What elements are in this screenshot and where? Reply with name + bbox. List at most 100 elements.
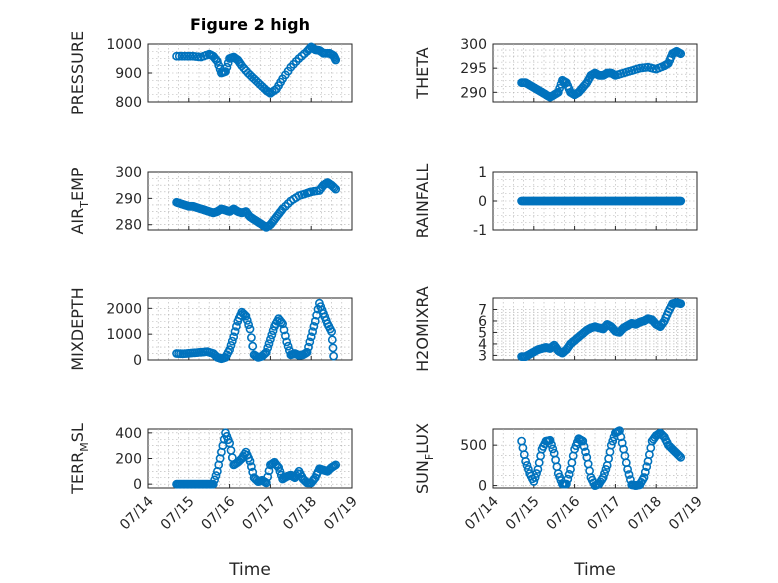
data-point [329, 183, 339, 193]
x-tick-label: 07/17 [584, 494, 624, 534]
y-axis-label-subscript: M [78, 442, 91, 452]
data-point [246, 462, 256, 471]
data-point [624, 470, 634, 479]
data-point [274, 463, 283, 472]
data-point [225, 345, 234, 355]
data-point [674, 451, 684, 461]
data-point [283, 341, 293, 351]
y-tick-label: 295 [460, 61, 487, 77]
data-point [676, 452, 686, 462]
data-point [248, 341, 258, 351]
data-point [579, 442, 589, 451]
x-tick-label: 07/18 [625, 494, 665, 534]
data-point [261, 347, 271, 357]
data-point [555, 83, 564, 93]
data-point [304, 342, 313, 352]
data-point [241, 311, 251, 321]
panel-sun-flux: 0 500 07/14 07/15 07/16 07/17 07/18 07/19 SUNFLU… [413, 423, 706, 580]
data-point [608, 436, 618, 446]
data-point [185, 51, 195, 61]
y-axis-label: TERRMSL [68, 423, 91, 495]
x-tick-label: 07/15 [503, 494, 543, 534]
y-tick-label: -1 [473, 223, 487, 239]
y-axis-label: H2OMIXRA [413, 286, 432, 372]
data-point [275, 466, 285, 476]
data-point [327, 335, 337, 345]
data-point [676, 49, 686, 59]
data-point [276, 317, 286, 327]
data-point [245, 456, 255, 466]
y-tick-label: 1000 [106, 327, 142, 343]
y-tick-label: 6 [478, 314, 487, 330]
data-point [305, 337, 315, 347]
data-point [221, 67, 230, 76]
y-tick-label: 290 [460, 85, 487, 101]
data-point [601, 464, 611, 474]
x-tick-label: 07/14 [117, 493, 157, 533]
data-point [310, 316, 320, 326]
y-tick-label: 3 [478, 348, 487, 364]
data-point [562, 479, 571, 489]
data-point [229, 332, 239, 342]
y-tick-label: 500 [460, 438, 487, 454]
x-tick-label: 07/16 [199, 493, 239, 533]
data-point [280, 201, 290, 211]
y-tick-label: 300 [115, 165, 142, 181]
data-point [600, 469, 609, 478]
y-axis-label-rest: LUX [413, 423, 432, 454]
data-point [264, 339, 274, 348]
data-point [210, 475, 219, 485]
y-tick-label: 900 [115, 66, 142, 82]
data-point [327, 327, 336, 336]
x-tick-label: 07/18 [280, 494, 320, 534]
data-point [623, 464, 632, 474]
data-point [676, 196, 686, 206]
data-point [261, 478, 271, 488]
y-tick-label: 300 [460, 37, 487, 53]
data-point [328, 343, 338, 353]
y-tick-label: 0 [478, 479, 487, 495]
data-point [331, 184, 341, 194]
data-point [331, 460, 341, 470]
y-axis-label-main: TERR [68, 452, 87, 495]
y-tick-label: 4 [478, 337, 487, 353]
data-point [282, 337, 292, 347]
data-point [529, 477, 539, 486]
data-point [545, 435, 555, 445]
y-tick-label: 290 [115, 191, 142, 207]
y-axis-label-rest: SL [68, 423, 87, 442]
data-point [278, 319, 287, 329]
data-point [267, 330, 277, 340]
y-tick-label: 200 [115, 452, 142, 468]
data-point [532, 469, 541, 478]
y-tick-label: 0 [133, 477, 142, 493]
y-axis-label: THETA [413, 47, 432, 99]
data-point [263, 472, 273, 482]
y-axis-label: MIXDEPTH [68, 287, 87, 370]
data-point [673, 450, 683, 459]
data-point [606, 440, 616, 450]
data-point [242, 315, 252, 325]
data-point [263, 343, 273, 353]
x-tick-label: 07/16 [544, 493, 584, 533]
data-point [581, 447, 590, 457]
data-point [522, 460, 532, 470]
data-point [530, 473, 540, 482]
x-tick-label: 07/15 [158, 494, 198, 534]
data-point [329, 351, 338, 361]
data-point [211, 471, 221, 480]
y-axis-label-subscript: T [78, 201, 91, 209]
data-point [180, 51, 190, 61]
data-point [640, 467, 650, 477]
data-point [639, 473, 649, 482]
x-tick-label: 07/17 [239, 494, 279, 534]
data-point [208, 479, 218, 489]
y-tick-label: 280 [115, 218, 142, 234]
data-point [182, 51, 192, 61]
panel-pressure: 800 900 1000 PRESSURE Figure 2 high [68, 15, 353, 115]
y-tick-label: 400 [115, 426, 142, 442]
y-axis-label-subscript: F [423, 454, 436, 460]
data-point [548, 444, 558, 454]
y-axis-label-main: AIR [68, 208, 87, 235]
